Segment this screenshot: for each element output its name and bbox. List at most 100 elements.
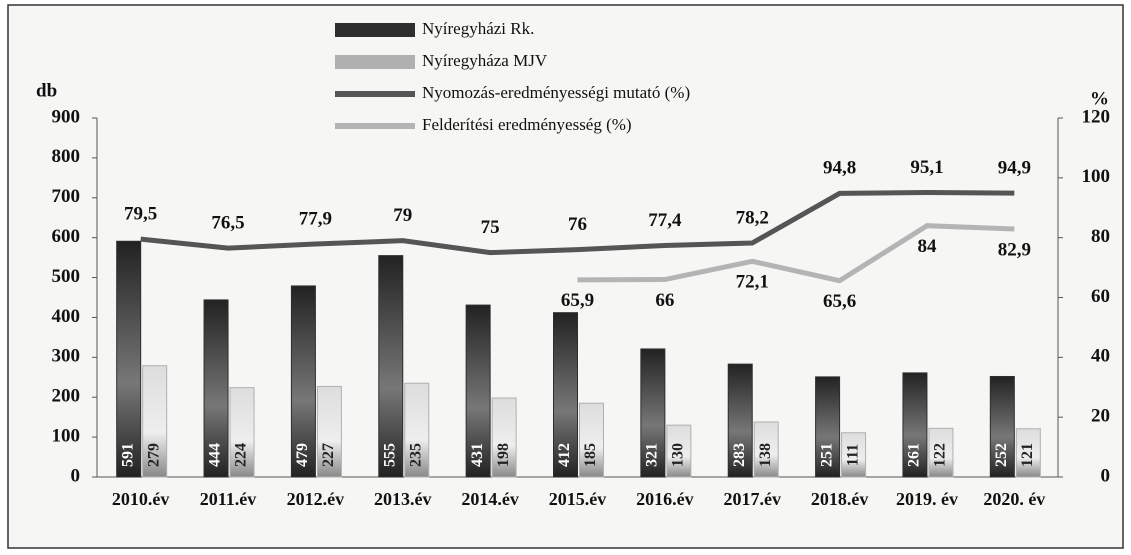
y-tick-label: 400 (52, 306, 81, 327)
bar (928, 427, 954, 478)
line-label: 94,8 (823, 158, 856, 179)
bar-label: 138 (757, 443, 774, 467)
bar (815, 376, 841, 478)
legend-swatch (335, 123, 415, 129)
bar (142, 365, 168, 478)
legend-swatch (335, 91, 415, 97)
line-label: 82,9 (998, 239, 1031, 260)
bar-label: 261 (906, 443, 923, 467)
bar-label: 224 (233, 443, 250, 467)
line-label: 66 (655, 290, 674, 311)
bar-label: 431 (469, 443, 486, 467)
line-label: 65,9 (561, 290, 594, 311)
y2-tick-label: 60 (1091, 286, 1110, 307)
bar (666, 424, 692, 478)
legend-label: Nyíregyházi Rk. (422, 19, 534, 38)
line-label: 72,1 (736, 272, 769, 293)
line-label: 76,5 (211, 212, 244, 233)
bar (491, 397, 517, 478)
line-label: 77,4 (648, 210, 682, 231)
bar (290, 285, 316, 478)
bar (989, 375, 1015, 478)
line-label: 94,9 (998, 157, 1031, 178)
bar (404, 382, 430, 478)
bar-label: 555 (381, 443, 398, 467)
legend-label: Nyomozás-eredményességi mutató (%) (422, 83, 690, 102)
x-tick-label: 2020. év (983, 489, 1045, 509)
line-label: 76 (568, 214, 587, 235)
x-tick-label: 2011.év (200, 489, 257, 509)
x-tick-label: 2013.év (374, 489, 432, 509)
y2-tick-label: 20 (1091, 406, 1110, 427)
bar-label: 252 (993, 443, 1010, 467)
x-tick-label: 2010.év (112, 489, 170, 509)
x-tick-label: 2014.év (461, 489, 519, 509)
y-tick-label: 500 (52, 266, 81, 287)
bar (1015, 428, 1041, 478)
bar (229, 387, 255, 478)
bar-label: 321 (644, 443, 661, 467)
x-tick-label: 2017.év (723, 489, 781, 509)
x-tick-label: 2012.év (287, 489, 345, 509)
line-label: 79,5 (124, 204, 157, 225)
bar-label: 130 (670, 443, 687, 467)
bar (902, 372, 928, 478)
legend-label: Felderítési eredményesség (%) (422, 115, 632, 134)
bar-label: 227 (320, 443, 337, 467)
line-label: 84 (917, 236, 937, 257)
bar-label: 283 (731, 443, 748, 467)
y-axis-label: db (36, 80, 57, 101)
x-tick-label: 2015.év (549, 489, 607, 509)
legend-swatch (335, 23, 415, 37)
y-tick-label: 0 (71, 465, 81, 486)
bar-label: 122 (932, 443, 949, 467)
bar-label: 279 (145, 443, 162, 467)
bar (465, 304, 491, 478)
bar (727, 363, 753, 478)
line-label: 75 (481, 217, 500, 238)
y2-axis-label: % (1090, 88, 1109, 109)
bar-label: 111 (844, 444, 861, 466)
bar-label: 412 (556, 443, 573, 467)
y2-tick-label: 40 (1091, 346, 1110, 367)
y2-tick-label: 0 (1101, 465, 1111, 486)
bar-label: 444 (207, 443, 224, 467)
y-tick-label: 900 (52, 106, 81, 127)
line-label: 65,6 (823, 291, 856, 312)
bar (316, 385, 342, 478)
y2-tick-label: 100 (1082, 166, 1111, 187)
bar (640, 348, 666, 478)
line (140, 189, 1015, 256)
bar-label: 235 (407, 443, 424, 467)
legend-swatch (335, 55, 415, 69)
bar (116, 240, 142, 478)
bar (553, 312, 578, 478)
y2-tick-label: 80 (1091, 226, 1110, 247)
legend-label: Nyíregyháza MJV (422, 51, 548, 70)
bar (753, 421, 779, 478)
bar (579, 402, 604, 478)
x-tick-label: 2019. év (896, 489, 958, 509)
y-tick-label: 600 (52, 226, 81, 247)
x-tick-label: 2016.év (636, 489, 694, 509)
line-label: 95,1 (910, 157, 943, 178)
bar-label: 479 (294, 443, 311, 467)
line (577, 223, 1015, 284)
bar-label: 121 (1019, 443, 1036, 467)
y2-tick-label: 120 (1082, 106, 1111, 127)
bar-label: 198 (495, 443, 512, 467)
bar-label: 185 (582, 443, 599, 467)
bar (841, 432, 867, 478)
x-tick-label: 2018.év (811, 489, 869, 509)
line-label: 77,9 (299, 208, 332, 229)
y-tick-label: 200 (52, 386, 81, 407)
bar-label: 591 (119, 443, 136, 467)
bar (203, 299, 229, 478)
y-tick-label: 100 (52, 425, 81, 446)
y-tick-label: 700 (52, 186, 81, 207)
bar-label: 251 (818, 443, 835, 467)
y-tick-label: 800 (52, 146, 81, 167)
line-label: 79 (393, 205, 412, 226)
